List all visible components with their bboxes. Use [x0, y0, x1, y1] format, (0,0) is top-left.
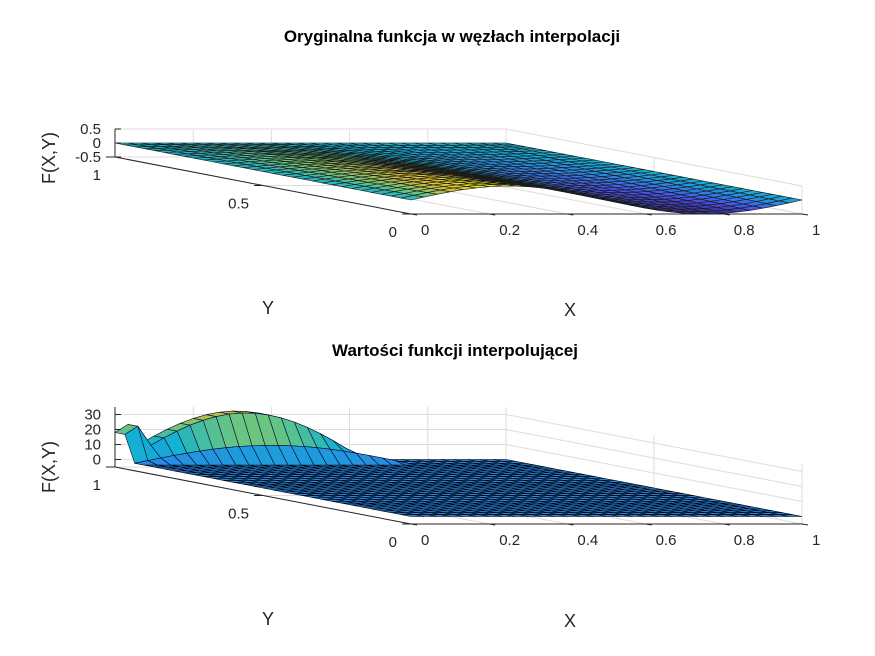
x-tick-label: 0.8 [734, 222, 755, 239]
x-tick-label: 0 [421, 532, 429, 549]
x-tick-label: 0.6 [656, 532, 677, 549]
x-tick-label: 0.4 [577, 532, 598, 549]
chart-1-ylabel: Y [262, 298, 274, 318]
z-tick-label: 30 [84, 407, 101, 424]
x-tick-mark [801, 213, 809, 216]
chart-2-zlabel: F(X,Y) [39, 441, 59, 493]
x-tick-label: 0 [421, 222, 429, 239]
x-tick-label: 1 [812, 532, 820, 549]
z-tick-label: 0 [93, 452, 101, 469]
x-tick-label: 0.6 [656, 222, 677, 239]
x-tick-mark [567, 213, 574, 216]
x-tick-mark [489, 213, 496, 216]
surface-patch [401, 194, 425, 201]
z-tick-label: -0.5 [75, 149, 101, 166]
x-tick-mark [645, 213, 652, 216]
y-tick-label: 0 [389, 534, 397, 551]
z-tick-label: 10 [84, 437, 101, 454]
chart-1: Oryginalna funkcja w węzłach interpolacj… [39, 27, 820, 320]
x-tick-mark [645, 523, 652, 526]
x-tick-mark [489, 523, 496, 526]
chart-2-title: Wartości funkcji interpolującej [332, 341, 578, 360]
x-tick-mark [723, 213, 730, 216]
surface-patch [401, 514, 425, 517]
y-tick-label: 0.5 [228, 506, 249, 523]
x-tick-mark [723, 523, 730, 526]
x-tick-mark [410, 523, 418, 526]
chart-1-title: Oryginalna funkcja w węzłach interpolacj… [284, 27, 620, 46]
y-tick-label: 0.5 [228, 196, 249, 213]
chart-1-xlabel: X [564, 300, 576, 320]
z-tick-label: 0.5 [80, 121, 101, 138]
z-tick-label: 20 [84, 422, 101, 439]
chart-2-xlabel: X [564, 611, 576, 631]
chart-2-ylabel: Y [262, 609, 274, 629]
x-tick-label: 0.2 [499, 222, 520, 239]
x-tick-mark [410, 213, 418, 216]
x-tick-label: 0.2 [499, 532, 520, 549]
chart-1-zlabel: F(X,Y) [39, 132, 59, 184]
z-tick-label: 0 [93, 135, 101, 152]
x-tick-label: 1 [812, 222, 820, 239]
x-tick-label: 0.8 [734, 532, 755, 549]
chart-2: Wartości funkcji interpolującej 0 0.2 0.4 0… [39, 341, 820, 631]
x-tick-mark [801, 523, 809, 526]
y-tick-label: 0 [389, 224, 397, 241]
y-tick-label: 1 [93, 477, 101, 494]
y-tick-label: 1 [93, 167, 101, 184]
x-tick-mark [567, 523, 574, 526]
x-tick-label: 0.4 [577, 222, 598, 239]
